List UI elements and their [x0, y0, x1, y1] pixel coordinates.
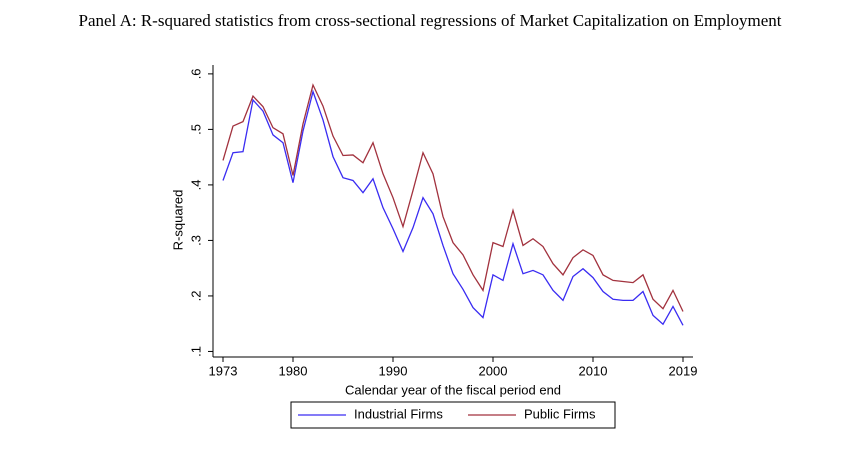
legend-box — [290, 401, 616, 429]
x-tick-label: 1980 — [279, 363, 308, 378]
y-tick-label: .3 — [188, 235, 203, 246]
y-tick-label: .5 — [188, 124, 203, 135]
y-axis-title: R-squared — [170, 190, 185, 251]
x-tick-label: 1973 — [209, 363, 238, 378]
y-tick-label: .6 — [188, 68, 203, 79]
legend-label: Industrial Firms — [354, 406, 443, 421]
x-axis-title: Calendar year of the fiscal period end — [345, 382, 561, 397]
chart-title: Panel A: R-squared statistics from cross… — [79, 11, 782, 30]
y-tick-label: .2 — [188, 291, 203, 302]
x-tick-label: 2010 — [579, 363, 608, 378]
series-line — [222, 83, 684, 312]
legend-label: Public Firms — [524, 406, 596, 421]
series-line — [222, 89, 684, 326]
y-tick-label: .4 — [188, 179, 203, 190]
y-tick-label: .1 — [188, 346, 203, 357]
x-tick-label: 2000 — [479, 363, 508, 378]
x-tick-label: 1990 — [379, 363, 408, 378]
x-tick-label: 2019 — [669, 363, 698, 378]
